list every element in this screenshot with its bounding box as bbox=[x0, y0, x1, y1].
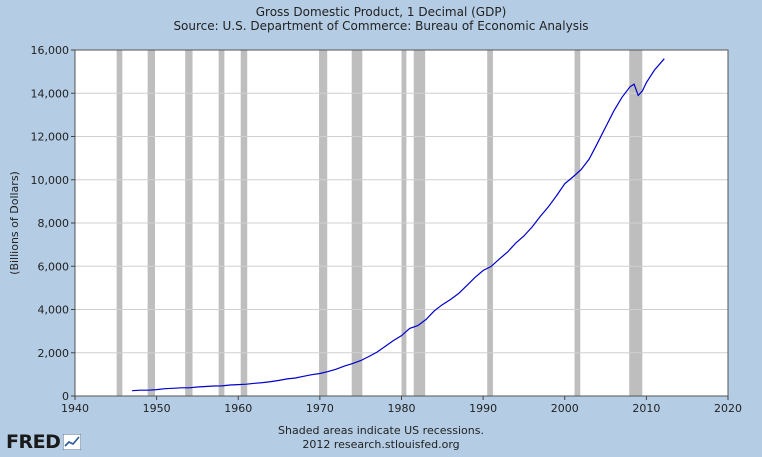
x-tick-label: 1960 bbox=[224, 402, 252, 415]
gdp-series-line bbox=[132, 58, 665, 392]
x-tick-label: 2010 bbox=[632, 402, 660, 415]
y-axis-label: (Billions of Dollars) bbox=[8, 171, 21, 275]
fred-logo-text: FRED bbox=[6, 431, 61, 453]
y-tick-label: 2,000 bbox=[38, 347, 70, 360]
fred-chart-icon bbox=[63, 434, 82, 450]
y-tick-label: 14,000 bbox=[31, 87, 70, 100]
chart-subtitle: Source: U.S. Department of Commerce: Bur… bbox=[173, 19, 589, 33]
y-tick-label: 4,000 bbox=[38, 304, 70, 317]
x-tick-label: 1940 bbox=[61, 402, 89, 415]
y-tick-label: 0 bbox=[62, 390, 69, 403]
chart-title: Gross Domestic Product, 1 Decimal (GDP) bbox=[255, 5, 507, 19]
y-tick-label: 8,000 bbox=[38, 217, 70, 230]
x-tick-label: 1950 bbox=[143, 402, 171, 415]
y-tick-label: 10,000 bbox=[31, 174, 70, 187]
fred-logo: FRED bbox=[6, 431, 82, 453]
x-tick-label: 1980 bbox=[388, 402, 416, 415]
y-tick-label: 16,000 bbox=[31, 44, 70, 57]
x-tick-label: 2020 bbox=[714, 402, 742, 415]
y-tick-label: 6,000 bbox=[38, 260, 70, 273]
x-tick-label: 1970 bbox=[306, 402, 334, 415]
x-tick-label: 2000 bbox=[551, 402, 579, 415]
source-credit: 2012 research.stlouisfed.org bbox=[302, 438, 460, 451]
x-tick-label: 1990 bbox=[469, 402, 497, 415]
y-tick-label: 12,000 bbox=[31, 131, 70, 144]
recession-note: Shaded areas indicate US recessions. bbox=[278, 424, 484, 437]
